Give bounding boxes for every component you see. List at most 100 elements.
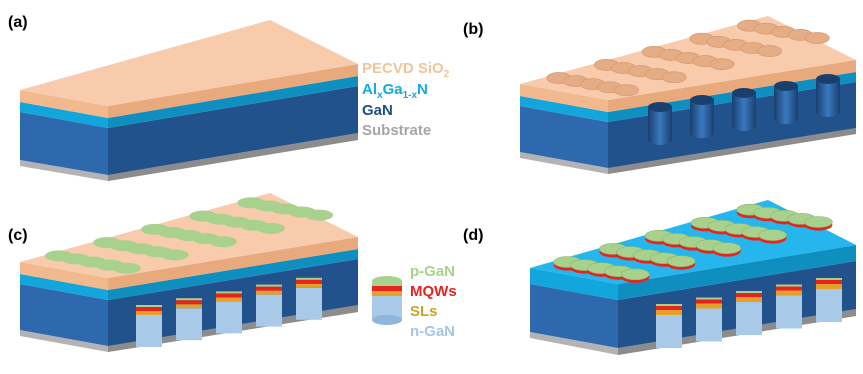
- panel-a-gan-side: [108, 86, 358, 175]
- etched-hole: [709, 58, 735, 71]
- panel-d: (d): [463, 200, 856, 355]
- panel-b-algan-front: [520, 96, 608, 122]
- regrown-led-array: [45, 197, 333, 274]
- mqw-layer: [216, 293, 242, 298]
- legend-pgan: p-GaN: [410, 263, 455, 280]
- mqw-layer: [176, 300, 202, 305]
- p-gan-top: [712, 242, 742, 254]
- etched-trench: [732, 93, 756, 131]
- n-gan-pillar: [776, 295, 802, 329]
- sls-layer: [696, 303, 722, 309]
- p-gan-top: [256, 222, 285, 234]
- mqw-layer: [256, 286, 282, 291]
- led-stack-icon: [372, 276, 402, 325]
- p-gan-layer: [656, 304, 682, 306]
- panel-c-algan-side: [108, 249, 358, 300]
- nanopillar-cross-sections: [656, 278, 842, 348]
- panel-a-gan-front: [20, 112, 108, 175]
- n-gan-pillar: [816, 289, 842, 322]
- panel-a-sio2-side: [108, 64, 358, 118]
- p-gan-top: [305, 209, 333, 221]
- trench-opening: [648, 102, 672, 112]
- etched-trench: [774, 86, 798, 124]
- p-gan-top: [208, 236, 237, 248]
- n-gan-pillar: [696, 308, 722, 342]
- p-gan-layer: [136, 305, 162, 307]
- panel-b-sio2-front: [520, 84, 608, 112]
- etched-hole-array: [546, 19, 830, 97]
- mqw-layer: [696, 299, 722, 304]
- legend-sio2: PECVD SiO2: [362, 60, 450, 80]
- p-gan-layer: [696, 297, 722, 300]
- p-gan-top: [160, 249, 189, 261]
- legend-substrate: Substrate: [362, 122, 431, 139]
- n-gan-pillar: [216, 301, 242, 334]
- panel-c-sio2-front: [20, 262, 108, 290]
- panel-a-algan-side: [108, 76, 358, 128]
- legend-sls: SLs: [410, 303, 438, 320]
- panel-b-sio2-side: [608, 60, 856, 112]
- legend-ngan: n-GaN: [410, 323, 455, 340]
- n-gan-pillar: [656, 315, 682, 348]
- p-gan-top: [112, 262, 141, 274]
- p-gan-top: [666, 255, 696, 268]
- sls-layer: [216, 297, 242, 302]
- n-gan-pillar: [136, 315, 162, 347]
- mqw-layer: [656, 306, 682, 310]
- panel-a-algan-front: [20, 102, 108, 128]
- legend-mqws: MQWs: [410, 283, 457, 300]
- etched-hole: [614, 84, 639, 97]
- led-top-array: [553, 203, 833, 283]
- sls-layer: [656, 310, 682, 315]
- p-gan-top: [621, 268, 650, 281]
- n-gan-pillar: [176, 308, 202, 341]
- trench-opening: [732, 88, 756, 98]
- p-gan-top: [758, 229, 787, 241]
- panel-b-substrate-side: [608, 128, 856, 174]
- panel-c-gan-front: [20, 284, 108, 346]
- panel-a-sio2-front: [20, 90, 108, 118]
- p-gan-top: [804, 216, 833, 228]
- sls-layer: [296, 283, 322, 288]
- mqw-layer: [816, 280, 842, 284]
- panel-a-label: (a): [8, 14, 28, 31]
- panel-c-label: (c): [8, 227, 28, 244]
- panel-b: (b): [463, 16, 856, 174]
- etched-trench: [816, 79, 840, 117]
- etched-hole: [804, 32, 830, 44]
- sls-layer: [736, 297, 762, 302]
- trench-opening: [816, 74, 840, 84]
- trench-opening: [774, 81, 798, 91]
- sls-layer: [256, 290, 282, 295]
- trench-opening: [690, 95, 714, 105]
- p-gan-layer: [256, 284, 282, 287]
- etched-hole: [661, 71, 687, 84]
- etched-hole: [757, 45, 782, 57]
- p-gan-layer: [816, 278, 842, 280]
- sls-layer: [776, 290, 802, 296]
- panel-b-gan-front: [520, 106, 608, 168]
- p-gan-layer: [176, 298, 202, 301]
- layer-legend: PECVD SiO2 AlxGa1-xN GaN Substrate: [362, 60, 450, 139]
- mqw-layer: [136, 307, 162, 311]
- panel-c-algan-front: [20, 274, 108, 300]
- legend-gan: GaN: [362, 102, 393, 119]
- etched-trench: [648, 107, 672, 145]
- panel-a-sio2-top: [20, 20, 358, 106]
- sls-layer: [136, 311, 162, 315]
- panel-c: (c): [8, 193, 358, 352]
- panel-a-substrate-side: [108, 133, 358, 181]
- panel-d-label: (d): [463, 227, 483, 244]
- n-gan-pillar: [256, 294, 282, 327]
- nanopillar-cross-sections: [136, 277, 322, 347]
- led-legend: p-GaN MQWs SLs n-GaN: [372, 263, 457, 340]
- panel-c-sio2-side: [108, 237, 358, 290]
- p-gan-layer: [776, 284, 802, 287]
- mqw-layer: [296, 279, 322, 284]
- mqw-layer: [776, 286, 802, 291]
- sls-layer: [176, 304, 202, 309]
- n-gan-pillar: [296, 287, 322, 320]
- panel-d-algan-front: [530, 268, 618, 300]
- mqw-layer: [736, 293, 762, 297]
